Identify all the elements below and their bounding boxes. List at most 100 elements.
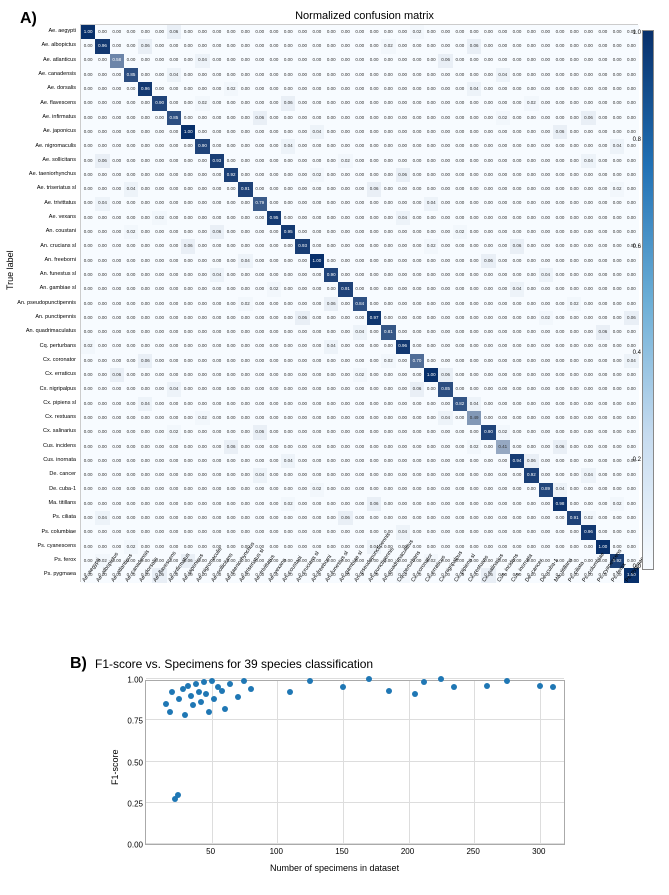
matrix-cell: 0.00	[581, 340, 595, 354]
grid-line-h	[146, 843, 564, 844]
matrix-cell: 0.00	[253, 311, 267, 325]
matrix-cell: 0.04	[610, 139, 624, 153]
matrix-cell: 0.00	[224, 497, 238, 511]
matrix-cell: 0.00	[295, 82, 309, 96]
matrix-cell: 0.00	[167, 168, 181, 182]
matrix-cell: 0.00	[610, 82, 624, 96]
matrix-cell: 0.00	[253, 340, 267, 354]
matrix-cell: 0.00	[195, 111, 209, 125]
matrix-cell: 0.00	[281, 425, 295, 439]
matrix-cell: 0.00	[295, 111, 309, 125]
matrix-cell: 0.00	[238, 225, 252, 239]
xtick: 200	[401, 847, 414, 856]
matrix-cell: 0.00	[510, 96, 524, 110]
matrix-cell: 0.00	[396, 354, 410, 368]
matrix-cell: 0.00	[596, 440, 610, 454]
matrix-cell: 0.00	[481, 368, 495, 382]
matrix-cell: 0.00	[210, 54, 224, 68]
matrix-cell: 0.00	[181, 411, 195, 425]
scatter-point	[412, 691, 418, 697]
matrix-cell: 0.00	[95, 325, 109, 339]
matrix-cell: 0.00	[353, 483, 367, 497]
matrix-cell: 0.00	[510, 182, 524, 196]
matrix-cell: 0.00	[438, 354, 452, 368]
xtick: 250	[466, 847, 479, 856]
matrix-cell: 0.00	[553, 225, 567, 239]
matrix-cell: 0.00	[410, 96, 424, 110]
matrix-cell: 0.00	[596, 454, 610, 468]
matrix-cell: 0.00	[381, 440, 395, 454]
matrix-cell: 0.00	[152, 225, 166, 239]
matrix-cell: 0.00	[253, 368, 267, 382]
matrix-cell: 0.00	[195, 168, 209, 182]
matrix-cell: 0.00	[424, 25, 438, 39]
scatter-point	[340, 684, 346, 690]
matrix-cell: 0.06	[438, 54, 452, 68]
matrix-cell: 0.00	[181, 182, 195, 196]
matrix-cell: 0.06	[224, 440, 238, 454]
matrix-cell: 0.00	[510, 82, 524, 96]
matrix-cell: 0.90	[481, 425, 495, 439]
matrix-cell: 0.00	[324, 397, 338, 411]
matrix-cell: 0.00	[167, 54, 181, 68]
matrix-cell: 0.00	[553, 397, 567, 411]
matrix-cell: 0.00	[610, 154, 624, 168]
scatter-plot	[145, 680, 565, 845]
matrix-cell: 0.06	[167, 25, 181, 39]
matrix-cell: 0.00	[95, 297, 109, 311]
matrix-cell: 0.00	[381, 139, 395, 153]
matrix-cell: 0.00	[138, 483, 152, 497]
matrix-cell: 0.00	[267, 497, 281, 511]
matrix-cell: 0.00	[195, 268, 209, 282]
matrix-cell: 0.00	[353, 25, 367, 39]
matrix-cell: 0.04	[510, 282, 524, 296]
row-label: Cx. pipiens sl	[10, 396, 78, 410]
matrix-cell: 0.04	[238, 254, 252, 268]
matrix-cell: 0.00	[539, 197, 553, 211]
matrix-cell: 0.00	[181, 468, 195, 482]
matrix-cell: 0.00	[581, 139, 595, 153]
matrix-cell: 0.00	[581, 68, 595, 82]
matrix-cell: 0.00	[310, 340, 324, 354]
matrix-cell: 0.00	[210, 483, 224, 497]
matrix-cell: 0.04	[167, 68, 181, 82]
matrix-cell: 0.00	[553, 382, 567, 396]
matrix-cell: 0.00	[524, 82, 538, 96]
matrix-cell: 0.00	[453, 54, 467, 68]
matrix-cell: 0.00	[367, 111, 381, 125]
matrix-cell: 0.00	[181, 54, 195, 68]
matrix-cell: 0.00	[467, 225, 481, 239]
matrix-cell: 0.00	[567, 82, 581, 96]
row-label: Ae. triseriatus sl	[10, 181, 78, 195]
matrix-cell: 0.00	[267, 511, 281, 525]
matrix-cell: 0.00	[81, 325, 95, 339]
matrix-cell: 0.00	[410, 511, 424, 525]
matrix-cell: 0.00	[424, 311, 438, 325]
matrix-cell: 0.02	[152, 211, 166, 225]
matrix-cell: 0.00	[610, 239, 624, 253]
matrix-cell: 0.00	[338, 225, 352, 239]
row-label: Ae. albopictus	[10, 38, 78, 52]
matrix-cell: 0.00	[467, 340, 481, 354]
matrix-cell: 0.00	[281, 368, 295, 382]
matrix-cell: 0.00	[195, 211, 209, 225]
matrix-cell: 0.00	[581, 82, 595, 96]
matrix-cell: 0.00	[410, 282, 424, 296]
matrix-cell: 0.02	[195, 96, 209, 110]
matrix-cell: 0.00	[381, 68, 395, 82]
matrix-cell: 0.00	[138, 440, 152, 454]
matrix-cell: 0.96	[396, 340, 410, 354]
row-label: Ae. canadensis	[10, 67, 78, 81]
matrix-cell: 0.00	[181, 111, 195, 125]
matrix-cell: 0.00	[181, 311, 195, 325]
matrix-cell: 0.00	[281, 182, 295, 196]
matrix-cell: 0.02	[410, 25, 424, 39]
matrix-cell: 0.00	[596, 483, 610, 497]
matrix-cell: 0.00	[496, 511, 510, 525]
matrix-cell: 0.00	[253, 440, 267, 454]
matrix-cell: 0.00	[467, 425, 481, 439]
matrix-cell: 0.00	[353, 197, 367, 211]
matrix-cell: 0.00	[110, 325, 124, 339]
matrix-cell: 0.00	[138, 311, 152, 325]
matrix-cell: 0.85	[124, 68, 138, 82]
